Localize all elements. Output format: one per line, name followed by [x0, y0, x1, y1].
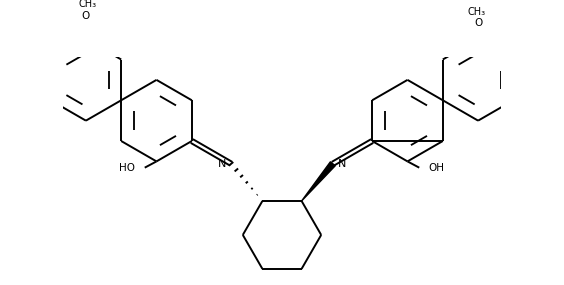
Text: N: N [218, 159, 226, 169]
Text: N: N [338, 159, 346, 169]
Text: O: O [474, 19, 482, 29]
Text: CH₃: CH₃ [468, 7, 486, 17]
Text: CH₃: CH₃ [78, 0, 96, 9]
Text: OH: OH [429, 163, 444, 173]
Polygon shape [302, 162, 335, 201]
Text: O: O [82, 11, 90, 21]
Text: HO: HO [120, 163, 135, 173]
